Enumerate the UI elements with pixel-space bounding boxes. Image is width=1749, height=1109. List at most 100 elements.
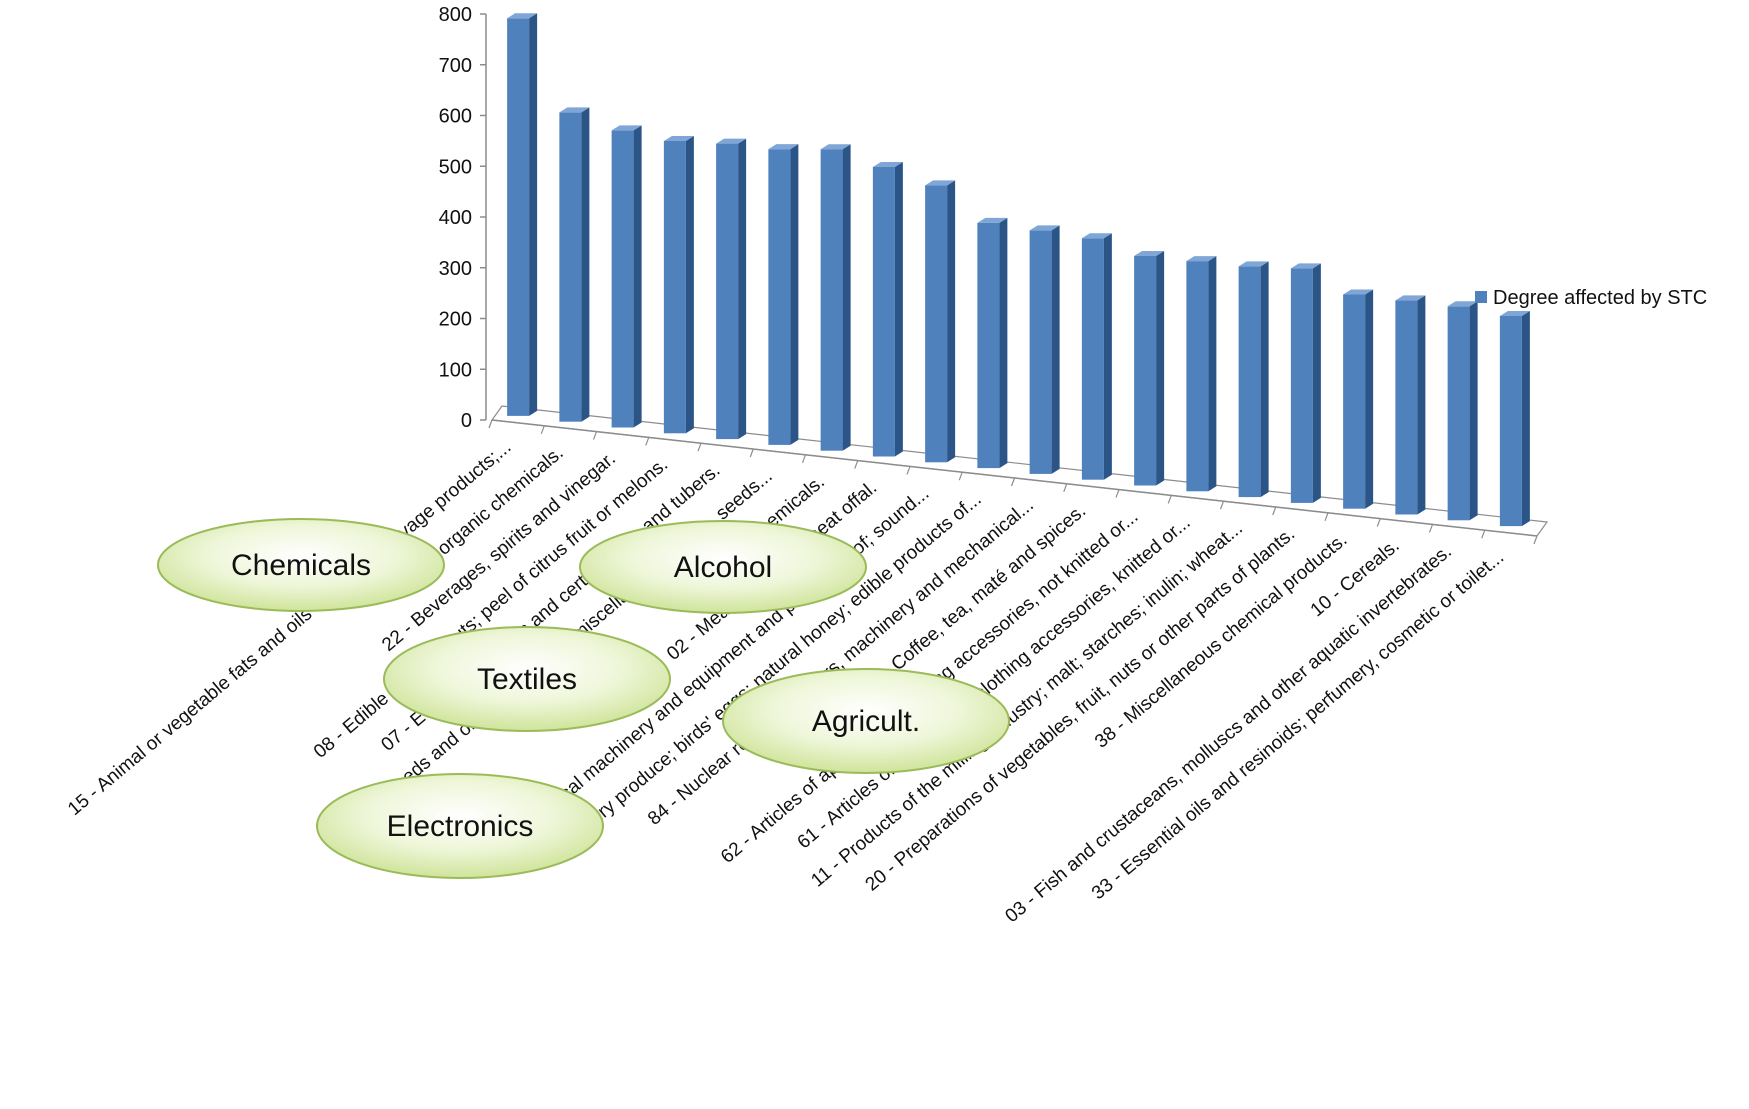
legend: Degree affected by STC: [1475, 287, 1707, 309]
y-tick-label: 0: [461, 410, 472, 432]
x-tick-mark: [1324, 512, 1329, 522]
bar: [1343, 289, 1374, 509]
y-tick-label: 600: [439, 106, 472, 128]
bar-top: [1081, 233, 1112, 239]
x-tick-mark: [1376, 518, 1381, 527]
x-tick-mark: [592, 431, 598, 440]
bar-top: [768, 144, 799, 150]
bar-front: [872, 166, 895, 457]
bar-front: [925, 185, 948, 463]
bar-front: [1029, 230, 1052, 474]
y-tick-label: 400: [439, 207, 472, 229]
bar: [1081, 233, 1112, 480]
bar-top: [1343, 289, 1374, 295]
bar-front: [716, 143, 739, 440]
bar-front: [1395, 300, 1418, 515]
x-tick-mark: [749, 448, 754, 458]
bar: [1395, 295, 1426, 515]
bar-side: [842, 144, 851, 451]
bar: [559, 107, 590, 422]
bar-top: [1290, 263, 1321, 269]
bar-side: [1103, 233, 1112, 480]
x-tick-mark: [697, 442, 702, 452]
bar-top: [507, 13, 538, 19]
y-tick-label: 500: [439, 156, 472, 178]
bar-front: [559, 112, 582, 422]
bar: [1029, 225, 1060, 474]
axes: 0 100 200 300 400 500 600 700 800: [439, 4, 1549, 545]
x-tick-mark: [906, 466, 911, 475]
bar-side: [1521, 311, 1530, 527]
bar: [663, 135, 694, 434]
callout-ellipse: [722, 668, 1010, 774]
x-tick-mark: [1272, 506, 1277, 516]
bar-front: [1134, 255, 1157, 486]
bar-front: [663, 140, 686, 434]
bar-side: [894, 161, 903, 457]
x-tick-mark: [801, 454, 807, 464]
bar-side: [1417, 295, 1426, 515]
bar-top: [977, 217, 1008, 223]
bar-front: [1290, 268, 1313, 503]
x-tick-label: 15 - Animal or vegetable fats and oils a…: [64, 437, 515, 820]
bar: [1238, 261, 1269, 498]
bar-front: [1186, 261, 1209, 492]
x-tick-mark: [1428, 524, 1434, 533]
callout: Electronics: [316, 773, 604, 879]
bar-top: [820, 144, 851, 150]
y-tick-label: 300: [439, 258, 472, 280]
callouts: Chemicals Alcohol Textiles Agricult. Electro…: [157, 518, 1010, 879]
y-tick-label: 100: [439, 359, 472, 381]
bar-top: [1499, 311, 1530, 317]
bar-front: [768, 149, 791, 445]
bar-side: [685, 135, 694, 434]
x-tick-mark: [1010, 477, 1016, 487]
bar: [872, 161, 903, 457]
bar-front: [1447, 306, 1470, 521]
x-tick-mark: [1533, 535, 1538, 545]
bar-top: [1186, 256, 1217, 262]
x-tick-mark: [540, 425, 545, 435]
bar-top: [559, 107, 590, 113]
legend-swatch: [1475, 291, 1487, 303]
x-tick-mark: [1167, 495, 1172, 504]
bar-side: [1312, 263, 1321, 503]
bar-side: [1208, 256, 1217, 492]
legend-label: Degree affected by STC: [1493, 287, 1707, 309]
bar: [768, 144, 799, 445]
callout-label: Alcohol: [674, 551, 772, 584]
bar-top: [1029, 225, 1060, 231]
bar: [1499, 311, 1530, 527]
x-tick-mark: [1481, 529, 1486, 539]
bar-top: [663, 135, 694, 141]
bar-top: [1134, 250, 1165, 256]
bar-top: [1238, 261, 1269, 267]
y-tick-label: 800: [439, 4, 472, 26]
callout-ellipse: [383, 626, 671, 732]
bar-side: [738, 138, 747, 440]
x-tick-mark: [958, 471, 963, 481]
bar-side: [1051, 225, 1060, 474]
bar-top: [1395, 295, 1426, 301]
x-tick-mark: [1063, 483, 1068, 493]
bar-front: [1238, 266, 1261, 498]
callout: Chemicals: [157, 518, 445, 612]
bar: [1186, 256, 1217, 492]
bar-side: [1260, 261, 1269, 498]
callout: Textiles: [383, 626, 671, 732]
bar-side: [581, 107, 590, 422]
bar-top: [716, 138, 747, 144]
bar-side: [633, 125, 642, 428]
bar: [1134, 250, 1165, 486]
x-tick-mark: [854, 460, 859, 469]
bar-front: [820, 149, 843, 451]
bar-front: [507, 18, 530, 416]
x-tick-mark: [645, 437, 650, 446]
bar-side: [1469, 301, 1478, 521]
x-tick-mark: [488, 419, 493, 429]
bar-front: [1343, 294, 1366, 509]
bar: [507, 13, 538, 416]
callout-label: Textiles: [477, 663, 577, 696]
bar-side: [1365, 289, 1374, 509]
